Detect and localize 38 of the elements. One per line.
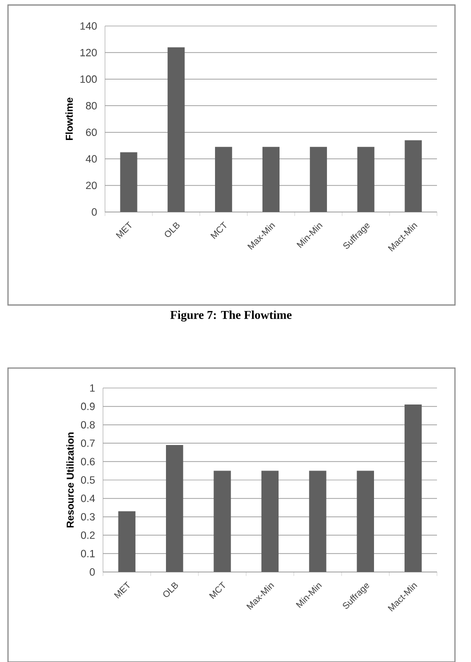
bar: [120, 152, 138, 212]
y-tick-label: 140: [80, 22, 97, 30]
bar: [310, 146, 327, 212]
bar: [357, 146, 374, 212]
bar: [166, 445, 184, 572]
x-tick-label: OLB: [164, 222, 180, 238]
bar: [309, 470, 326, 572]
y-tick-label: 0: [92, 208, 97, 216]
y-tick-label: 0.9: [81, 402, 95, 410]
y-axis-title: Resource Utilization: [66, 432, 74, 528]
y-tick-label: 1: [90, 384, 95, 392]
y-tick-label: 60: [86, 128, 97, 136]
y-tick-label: 120: [80, 48, 97, 56]
y-tick-label: 0.3: [81, 513, 95, 521]
bar: [404, 404, 422, 572]
bar: [215, 146, 232, 212]
y-tick-label: 0.1: [81, 550, 95, 558]
y-tick-label: 20: [86, 182, 97, 190]
y-tick-label: 0.6: [81, 458, 95, 466]
bar: [404, 140, 422, 212]
bar: [261, 470, 279, 572]
y-tick-label: 0.8: [81, 421, 95, 429]
y-tick-label: 0.2: [81, 531, 95, 539]
bar: [168, 47, 185, 212]
y-tick-label: 80: [86, 102, 97, 110]
y-tick-label: 100: [80, 75, 97, 83]
bar: [262, 146, 280, 212]
y-tick-label: 0: [90, 568, 95, 576]
bar: [356, 470, 374, 572]
y-tick-label: 0.7: [81, 439, 95, 447]
caption: Figure 7: The Flowtime: [170, 310, 292, 322]
x-tick-label: OLB: [163, 582, 178, 598]
y-axis-title: Flowtime: [65, 98, 73, 140]
bar: [118, 511, 136, 572]
y-tick-label: 40: [86, 155, 97, 163]
bar: [214, 470, 231, 572]
y-tick-label: 0.5: [81, 476, 95, 484]
y-tick-label: 0.4: [81, 494, 95, 502]
